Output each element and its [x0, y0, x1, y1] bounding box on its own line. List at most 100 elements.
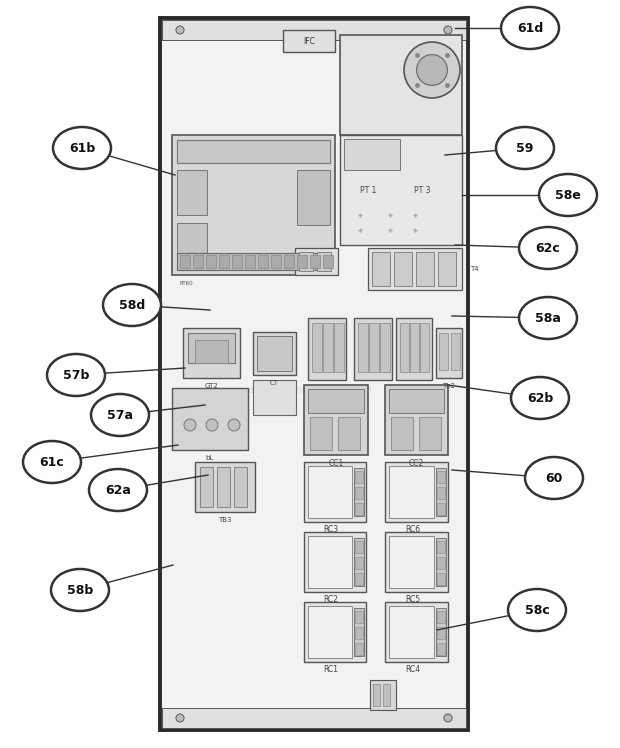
Text: 58c: 58c [525, 604, 549, 616]
Bar [172, 135, 335, 275]
Ellipse shape [496, 127, 554, 169]
Bar [344, 139, 400, 170]
Text: PT 1: PT 1 [360, 186, 376, 194]
Text: bL: bL [206, 455, 214, 461]
Circle shape [176, 714, 184, 722]
Bar [368, 248, 462, 290]
Bar [304, 462, 366, 522]
Bar [354, 318, 392, 380]
Circle shape [206, 419, 218, 431]
Bar [355, 503, 363, 515]
Text: RC1: RC1 [324, 666, 339, 675]
Ellipse shape [47, 354, 105, 396]
Bar [394, 252, 412, 286]
Text: 58d: 58d [119, 298, 145, 311]
Bar [383, 684, 390, 706]
Bar [193, 255, 203, 268]
Circle shape [184, 419, 196, 431]
Bar [355, 611, 363, 623]
Bar [188, 333, 235, 363]
Ellipse shape [91, 394, 149, 436]
Bar [436, 328, 462, 378]
Bar [437, 487, 445, 499]
Bar [172, 388, 248, 450]
Bar [323, 323, 333, 372]
Bar [436, 608, 446, 656]
Bar [355, 471, 363, 483]
Bar [369, 323, 379, 372]
Bar [340, 135, 462, 245]
Bar [437, 541, 445, 553]
Bar [245, 255, 255, 268]
Bar [380, 323, 390, 372]
Text: 61c: 61c [40, 456, 64, 468]
Text: 57a: 57a [107, 408, 133, 422]
Ellipse shape [539, 174, 597, 216]
Text: ereplacementparts.com: ereplacementparts.com [247, 385, 373, 395]
Text: GT2: GT2 [205, 383, 218, 389]
Bar [389, 536, 434, 588]
Ellipse shape [89, 469, 147, 511]
Ellipse shape [511, 377, 569, 419]
Bar [410, 323, 419, 372]
Bar [299, 252, 313, 271]
Bar [436, 538, 446, 586]
Bar [217, 467, 230, 507]
Text: 57b: 57b [63, 369, 89, 381]
Bar [232, 255, 242, 268]
Ellipse shape [23, 441, 81, 483]
Text: RC3: RC3 [324, 526, 339, 535]
Bar [355, 643, 363, 655]
Bar [162, 708, 466, 728]
Bar [354, 608, 364, 656]
Circle shape [228, 419, 240, 431]
Bar [317, 252, 331, 271]
Text: 62c: 62c [536, 242, 560, 254]
Bar [308, 536, 352, 588]
Bar [253, 332, 296, 375]
Text: RC6: RC6 [405, 526, 420, 535]
Bar [308, 318, 346, 380]
Bar [177, 170, 207, 215]
Text: CC2: CC2 [409, 459, 424, 468]
Bar [334, 323, 344, 372]
Ellipse shape [519, 227, 577, 269]
Bar [373, 684, 380, 706]
Bar [385, 602, 448, 662]
Bar [355, 627, 363, 639]
Text: Tb2: Tb2 [443, 383, 456, 389]
Circle shape [176, 26, 184, 34]
Circle shape [404, 42, 460, 98]
Bar [297, 255, 307, 268]
Text: 60: 60 [546, 471, 563, 485]
Bar [180, 255, 190, 268]
Bar [183, 328, 240, 378]
Bar [338, 417, 360, 450]
Text: 59: 59 [516, 141, 534, 155]
Text: RC2: RC2 [324, 595, 339, 604]
Text: 61b: 61b [69, 141, 95, 155]
Bar [355, 541, 363, 553]
Bar [437, 471, 445, 483]
Bar [437, 643, 445, 655]
Bar [284, 255, 294, 268]
Bar [195, 462, 255, 512]
Bar [162, 20, 466, 40]
Bar [391, 417, 413, 450]
Text: 58e: 58e [555, 188, 581, 201]
Bar [310, 417, 332, 450]
Bar [308, 466, 352, 518]
Bar [160, 18, 468, 730]
Bar [310, 255, 320, 268]
Bar [437, 627, 445, 639]
Bar [370, 680, 396, 710]
Ellipse shape [51, 569, 109, 611]
Bar [416, 252, 434, 286]
Bar [439, 333, 448, 370]
Bar [355, 487, 363, 499]
Bar [308, 389, 364, 413]
Bar [219, 255, 229, 268]
Bar [437, 573, 445, 585]
Bar [389, 466, 434, 518]
Bar [354, 468, 364, 516]
